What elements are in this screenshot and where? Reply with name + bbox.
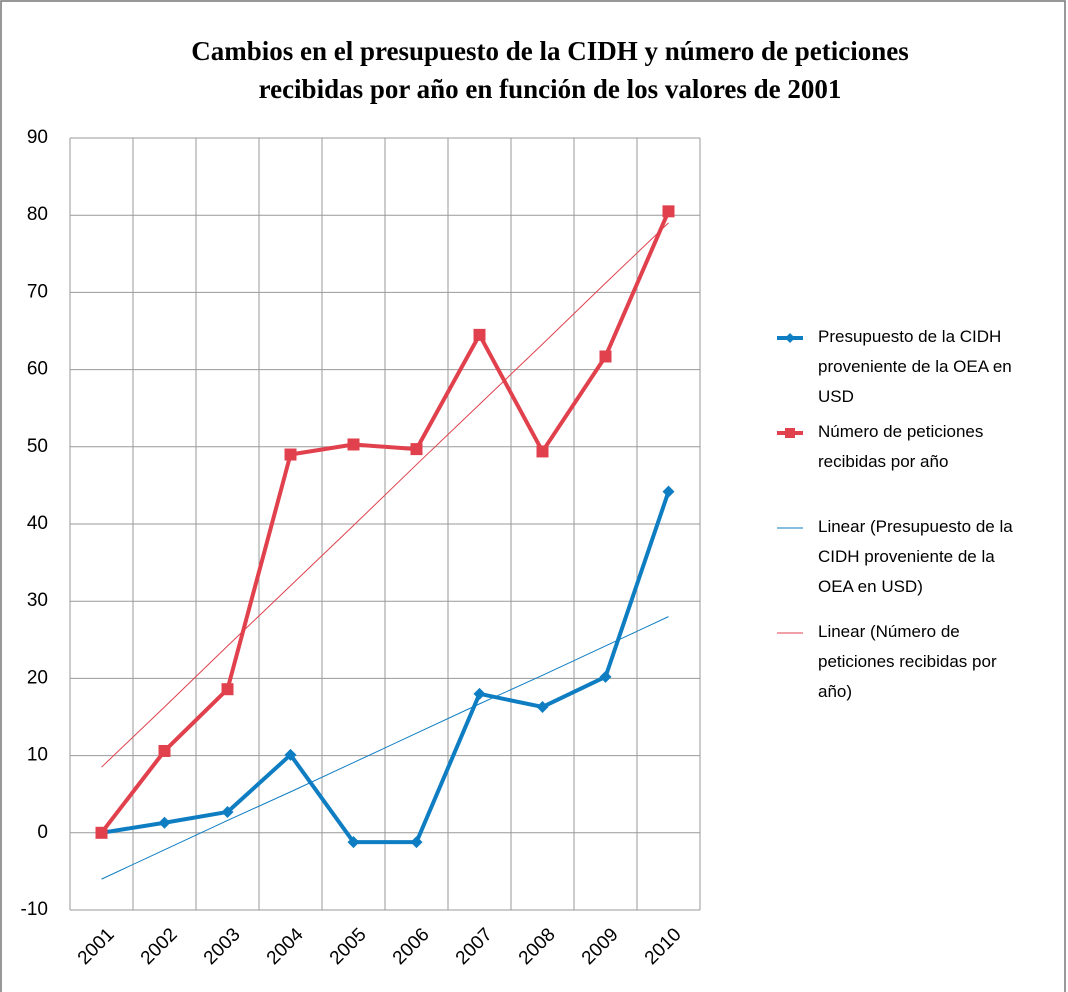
marker [662, 205, 675, 218]
marker [347, 836, 360, 849]
y-tick-label: 60 [27, 359, 48, 380]
legend-label: Linear (Número de peticiones recibidas p… [818, 622, 997, 701]
trend-line [101, 222, 669, 768]
marker [473, 328, 486, 341]
marker [158, 816, 171, 829]
y-tick-label: 0 [37, 822, 48, 843]
x-tick-label: 2009 [578, 924, 623, 969]
y-tick-label: -10 [21, 899, 48, 920]
marker [284, 748, 297, 761]
marker [410, 443, 423, 456]
x-tick-label: 2003 [200, 924, 245, 969]
y-tick-label: 40 [27, 513, 48, 534]
marker [536, 700, 549, 713]
y-tick-label: 90 [27, 127, 48, 148]
marker [410, 836, 423, 849]
x-tick-label: 2007 [452, 924, 497, 969]
marker [95, 826, 108, 839]
x-tick-label: 2004 [263, 924, 308, 969]
x-tick-label: 2008 [515, 924, 560, 969]
x-tick-label: 2005 [326, 924, 371, 969]
marker [284, 448, 297, 461]
marker [221, 683, 234, 696]
y-tick-label: 70 [27, 281, 48, 302]
marker [158, 744, 171, 757]
marker [599, 670, 612, 683]
y-tick-label: 80 [27, 204, 48, 225]
marker [347, 438, 360, 451]
x-tick-label: 2002 [137, 924, 182, 969]
chart-title: Cambios en el presupuesto de la CIDH y n… [191, 36, 909, 104]
legend-label: Presupuesto de la CIDH proveniente de la… [818, 327, 1012, 406]
series-line [101, 490, 671, 845]
x-tick-label: 2001 [74, 924, 119, 969]
legend-marker [785, 333, 795, 343]
marker [536, 445, 549, 458]
y-tick-label: 20 [27, 667, 48, 688]
x-tick-label: 2006 [389, 924, 434, 969]
y-tick-label: 50 [27, 436, 48, 457]
legend-label: Número de peticiones recibidas por año [818, 422, 984, 471]
x-tick-label: 2010 [641, 924, 686, 969]
legend-label: Linear (Presupuesto de la CIDH provenien… [818, 517, 1013, 596]
marker [221, 805, 234, 818]
trend-line [101, 616, 669, 880]
series-line [99, 210, 671, 835]
y-tick-label: 10 [27, 745, 48, 766]
y-tick-label: 30 [27, 590, 48, 611]
marker [599, 350, 612, 363]
legend-marker [785, 428, 795, 438]
marker [473, 687, 486, 700]
marker [662, 485, 675, 498]
